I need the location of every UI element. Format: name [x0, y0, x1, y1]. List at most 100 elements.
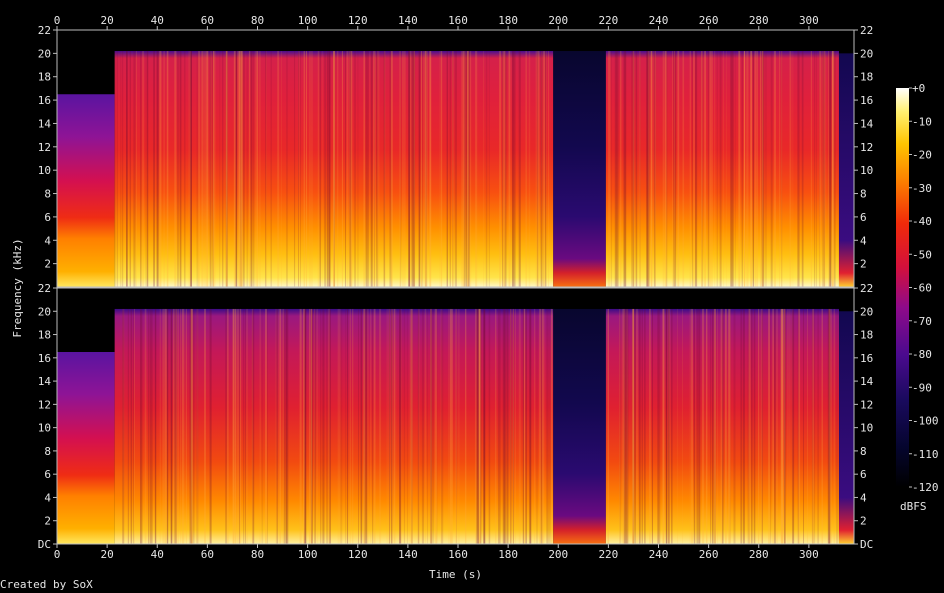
streak [534, 308, 536, 545]
streak [349, 308, 351, 545]
streak [452, 51, 454, 288]
streak [828, 51, 831, 288]
streak [212, 51, 214, 288]
streak [190, 308, 192, 545]
y-tick-label-right: 10 [860, 422, 873, 435]
streak [376, 51, 378, 288]
streak [294, 51, 296, 288]
streak [485, 51, 488, 288]
streak [252, 308, 255, 545]
streak [190, 308, 193, 545]
x-tick-label-top: 200 [548, 14, 568, 27]
streak [304, 308, 306, 545]
streak [286, 51, 288, 288]
streak [165, 308, 166, 545]
streak [434, 308, 436, 545]
streak [245, 308, 246, 545]
streak [341, 51, 343, 288]
streak [161, 51, 162, 288]
streak [480, 308, 482, 545]
x-tick-label-bottom: 240 [649, 548, 669, 561]
streak [770, 308, 772, 545]
streak [239, 308, 242, 545]
streak [170, 308, 172, 545]
streak [179, 51, 182, 288]
streak [154, 308, 157, 545]
colorbar-tick-label: -120 [912, 481, 939, 494]
streak [322, 308, 325, 545]
streak [537, 51, 540, 288]
streak [512, 308, 514, 545]
streak [829, 51, 831, 288]
streak [151, 308, 153, 545]
streak [833, 51, 836, 288]
streak [363, 51, 365, 288]
streak [803, 308, 804, 545]
streak [819, 51, 821, 288]
streak [157, 51, 158, 288]
streak [327, 308, 329, 545]
streak [798, 308, 801, 545]
streak [303, 308, 305, 545]
streak [633, 51, 635, 288]
streak [606, 308, 609, 545]
streak [425, 51, 428, 288]
streak [529, 308, 532, 545]
streak [467, 51, 469, 288]
streak [744, 51, 746, 288]
streak [357, 51, 359, 288]
streak [133, 51, 136, 288]
streak [326, 51, 329, 288]
streak [225, 51, 228, 288]
streak [305, 308, 306, 545]
streak [609, 51, 612, 288]
streak [813, 308, 816, 545]
streak [346, 51, 349, 288]
streak [200, 51, 202, 288]
streak [351, 51, 353, 288]
streak [689, 51, 691, 288]
streak [651, 308, 653, 545]
streak [798, 51, 800, 288]
y-tick-label-right: 16 [860, 94, 873, 107]
streak [747, 51, 749, 288]
streak [780, 51, 783, 288]
streak [421, 51, 423, 288]
streak [167, 51, 169, 288]
streak [310, 308, 313, 545]
streak [466, 51, 469, 288]
streak [399, 51, 401, 288]
streak [729, 308, 731, 545]
credit-text: Created by SoX [0, 578, 93, 591]
streak [691, 308, 693, 545]
streak [619, 308, 621, 545]
streak [337, 308, 339, 545]
streak [627, 308, 629, 545]
x-tick-label-top: 140 [398, 14, 418, 27]
streak [703, 51, 706, 288]
streak [190, 51, 192, 288]
streak [287, 308, 289, 545]
y-tick-label-left: 12 [38, 141, 51, 154]
streak [756, 51, 758, 288]
streak [651, 51, 653, 288]
streak [631, 51, 633, 288]
streak [479, 308, 482, 545]
streak [529, 308, 532, 545]
x-tick-label-bottom: 180 [498, 548, 518, 561]
segment-quiet [553, 308, 606, 544]
streak [275, 308, 277, 545]
streak [781, 308, 783, 545]
x-tick-label-top: 60 [201, 14, 214, 27]
streak [299, 308, 302, 545]
streak [784, 308, 786, 545]
x-tick-label-top: 40 [151, 14, 164, 27]
streak [540, 308, 543, 545]
plot-area [57, 30, 854, 545]
streak [506, 308, 509, 545]
streak [499, 308, 501, 545]
streak [411, 308, 413, 545]
streak [360, 308, 362, 545]
streak [544, 51, 547, 288]
